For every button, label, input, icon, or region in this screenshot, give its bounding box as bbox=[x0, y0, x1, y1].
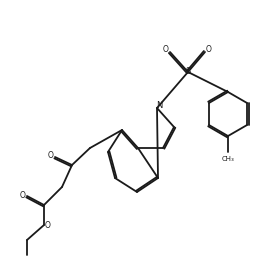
Text: O: O bbox=[163, 45, 169, 55]
Text: N: N bbox=[156, 101, 162, 111]
Text: S: S bbox=[185, 68, 191, 76]
Text: O: O bbox=[45, 221, 51, 229]
Text: O: O bbox=[48, 151, 54, 161]
Text: O: O bbox=[206, 45, 212, 55]
Text: CH₃: CH₃ bbox=[222, 156, 234, 162]
Text: O: O bbox=[20, 190, 26, 200]
